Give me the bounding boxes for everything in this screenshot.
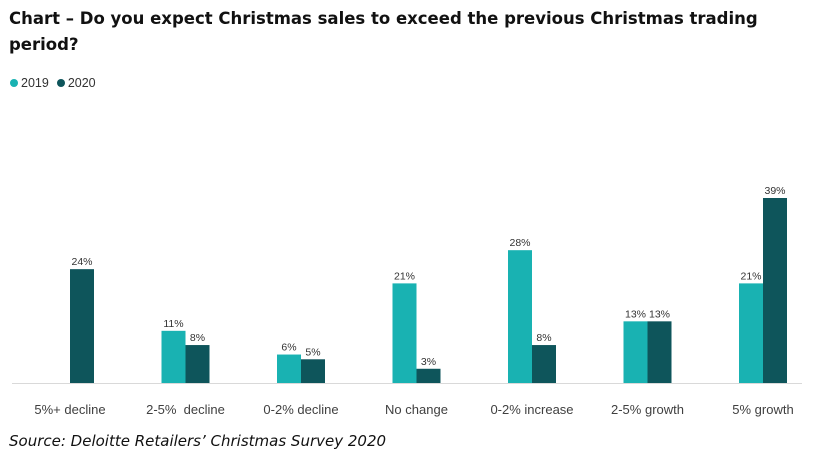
data-label-2020-1: 8% [190, 332, 205, 344]
data-label-2020-2: 5% [305, 346, 320, 358]
chart-legend: 2019 2020 [10, 76, 104, 90]
data-label-2019-5: 13% [625, 308, 646, 320]
bar-2019-3 [392, 283, 417, 383]
data-label-2020-3: 3% [421, 356, 436, 368]
category-label-5: 2-5% growth [611, 402, 684, 417]
data-label-2020-4: 8% [536, 332, 551, 344]
bar-2020-5 [647, 321, 672, 383]
bar-2019-5 [623, 321, 648, 383]
bar-2019-2 [277, 354, 301, 383]
data-label-2020-5: 13% [649, 308, 670, 320]
category-label-0: 5%+ decline [34, 402, 105, 417]
legend-item-2019: 2019 [10, 76, 49, 90]
bar-2020-0 [70, 269, 94, 383]
bar-2020-3 [416, 368, 441, 383]
bar-2020-6 [763, 198, 787, 383]
bar-chart: 24% 5%+ decline 11% 8% 2-5% decline 6% 5% 0-2% … [12, 185, 802, 417]
data-label-2019-6: 21% [740, 270, 761, 282]
data-label-2019-1: 11% [163, 318, 183, 330]
data-label-2019-3: 21% [394, 270, 415, 282]
legend-label-2019: 2019 [21, 76, 49, 90]
chart-title: Chart – Do you expect Christmas sales to… [9, 9, 758, 54]
bar-2019-1 [161, 330, 186, 383]
source-note: Source: Deloitte Retailers’ Christmas Su… [9, 432, 387, 450]
data-label-2019-2: 6% [281, 342, 296, 354]
bar-2020-1 [185, 345, 210, 383]
category-label-2: 0-2% decline [263, 402, 338, 417]
bar-2020-2 [301, 359, 325, 383]
legend-swatch-2020 [56, 79, 65, 87]
data-label-2020-6: 39% [764, 185, 785, 197]
legend-item-2020: 2020 [56, 76, 96, 90]
legend-swatch-2019 [10, 79, 18, 87]
data-label-2020-0: 24% [71, 256, 92, 268]
category-label-3: No change [385, 402, 448, 417]
bar-2019-6 [739, 283, 763, 383]
bar-2019-4 [508, 250, 532, 383]
category-label-1: 2-5% decline [146, 402, 225, 417]
data-label-2019-4: 28% [509, 237, 530, 249]
legend-label-2020: 2020 [67, 76, 96, 90]
bar-2020-4 [532, 345, 556, 383]
category-label-4: 0-2% increase [490, 402, 573, 417]
category-label-6: 5% growth [732, 402, 793, 417]
